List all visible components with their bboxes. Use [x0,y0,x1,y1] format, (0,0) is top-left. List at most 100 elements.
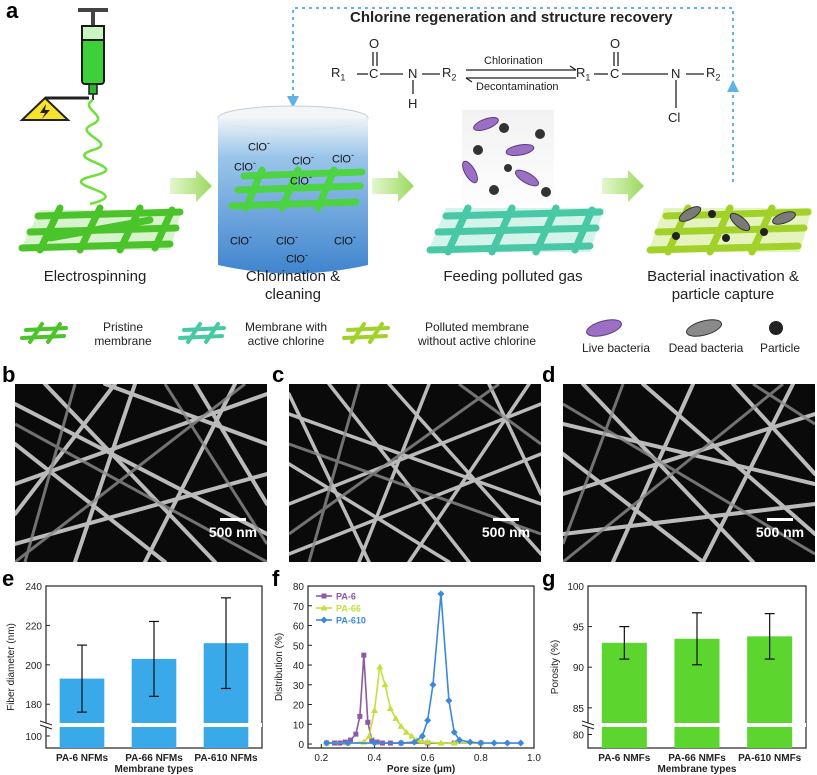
clo-label: ClO- [334,232,357,248]
scalebar-b: 500 nm [203,518,263,540]
regen-title: Chlorine regeneration and structure reco… [350,9,673,26]
data-point [344,739,352,747]
x-tick-label: 1.0 [527,753,541,764]
x-tick-label: 0.2 [314,753,328,764]
y-tick-label: 50 [293,641,305,652]
scalebar-d: 500 nm [749,518,811,540]
y-tick-label: 85 [573,704,585,715]
flow-arrow-1 [170,170,212,202]
sem-image-pa610: 500 nm [563,384,815,562]
data-point [418,737,426,744]
x-tick-label: PA-6 NFMs [56,753,108,764]
data-point [376,663,384,670]
y-tick-label: 240 [25,582,42,593]
x-tick-label: PA-610 NFMs [194,753,258,764]
y-tick-label: 95 [573,623,585,634]
x-tick-label: 0.8 [474,753,488,764]
data-point [429,681,437,689]
y-tick-label: 90 [573,663,585,674]
y-tick-label: 220 [25,621,42,632]
legend-label-polluted: Polluted membrane without active chlorin… [417,320,537,348]
data-point [437,739,445,746]
legend-label-active-chlorine: Membrane with active chlorine [244,320,328,348]
left-C: C [369,66,379,81]
y-tick-label: 20 [293,701,305,712]
data-point [370,706,378,713]
data-point [370,739,378,747]
data-point [490,739,498,747]
flow-arrow-2 [372,170,414,202]
y-tick-label: 70 [293,602,305,613]
panel-label-f: f [272,566,280,591]
flow-arrow-3 [602,170,644,202]
data-point [408,732,416,739]
legend-label: PA-610 [336,616,366,626]
series-line [326,666,481,744]
clo-label: ClO- [248,138,271,154]
sem-image-pa66: 500 nm [289,384,541,562]
clo-label: ClO- [286,250,309,266]
data-point [477,739,485,747]
chart-fiber-diameter: 100 180 200 220 240 PA-6 NFMs PA-66 NFMs PA-610… [6,582,263,774]
active-chlorine-membrane-art [426,204,604,256]
x-axis-label: Pore size (μm) [387,764,455,774]
x-tick-label: PA-66 NMFs [668,753,726,764]
data-point [365,732,373,739]
panel-label-g: g [542,566,556,591]
legend-label-particle: Particle [759,341,800,355]
axis-break-band [40,723,262,727]
polluted-membrane-art [646,204,812,256]
data-point [437,590,445,598]
data-point [445,697,453,705]
y-axis-label: Distribution (%) [274,633,285,701]
legend-label-pristine: Pristine membrane [94,320,152,348]
data-point [397,722,405,729]
step-label-chlorination: Chlorination & cleaning [245,268,341,303]
data-point [503,739,511,747]
y-tick-label: 30 [293,681,305,692]
data-point [323,739,331,747]
clo-label: ClO- [290,172,313,188]
regeneration-loop-line [292,7,734,182]
x-axis-label: Membrane types [115,764,194,774]
particle-icons [473,123,551,197]
clo-label: ClO- [332,150,355,166]
sem-image-pa6: 500 nm [15,384,267,562]
left-R1: R1 [331,65,346,83]
axis-break-mark [39,724,53,730]
legend-marker [320,604,328,611]
legend-label: PA-6 [336,592,356,602]
data-point [456,736,464,744]
step-label-inactivation: Bacterial inactivation & particle captur… [647,268,799,303]
scalebar-c: 500 nm [475,518,537,540]
right-O: O [610,36,621,51]
right-Cl: Cl [668,110,681,125]
y-tick-label: 80 [293,582,305,593]
left-O: O [369,36,380,51]
data-point [418,732,426,740]
data-point [424,716,432,724]
pristine-membrane-art [18,204,184,254]
legend-marker [320,616,328,624]
plot-frame [307,585,535,749]
beaker-art [217,105,369,274]
y-tick-label: 100 [25,732,42,743]
panel-label-e: e [2,566,15,591]
axis-break-mark [581,724,595,730]
data-point [517,739,525,747]
legend-label: PA-66 [336,604,361,614]
data-point [402,728,410,735]
left-H: H [408,96,418,111]
spinning-jet [79,98,108,206]
y-axis-label: Fiber diameter (nm) [6,623,17,711]
x-tick-label: PA-66 NFMs [125,753,183,764]
y-tick-label: 200 [25,661,42,672]
right-C: C [610,66,620,81]
legend-label-dead-bacteria: Dead bacteria [668,341,744,355]
data-point [348,737,354,743]
data-point [450,739,458,746]
data-point [381,681,389,688]
left-R2: R2 [442,65,457,83]
data-point [466,738,474,746]
